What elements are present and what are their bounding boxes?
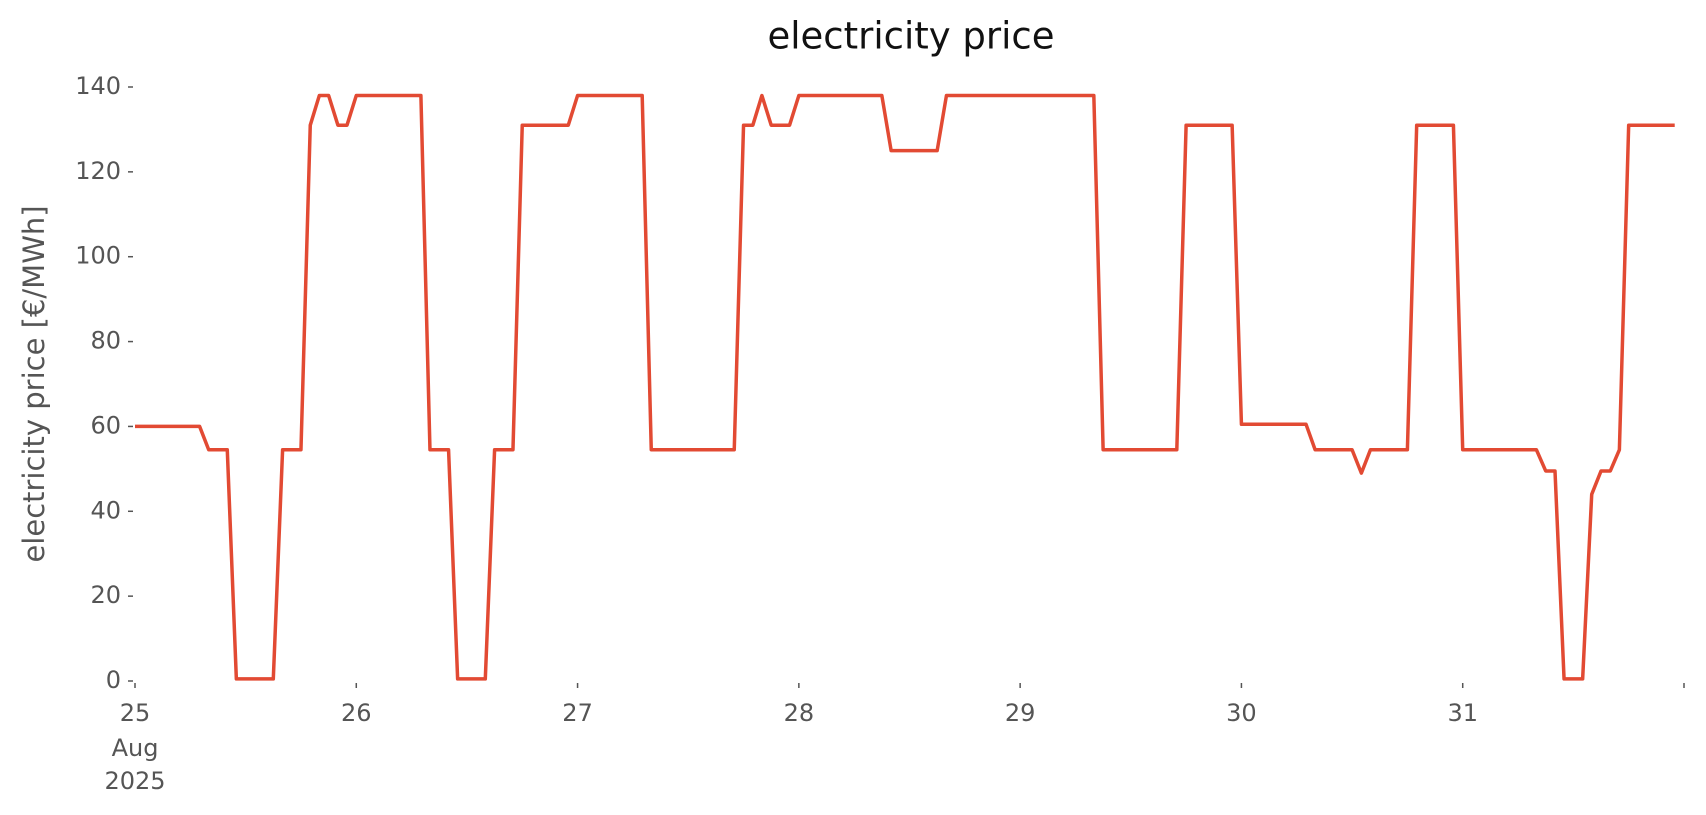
y-tick-label: 20: [90, 581, 121, 609]
x-tick-label: 30: [1226, 699, 1257, 727]
x-tick-label: 28: [784, 699, 815, 727]
y-tick-label: 0: [106, 666, 121, 694]
x-tick-label: 29: [1005, 699, 1036, 727]
y-tick-label: 60: [90, 411, 121, 439]
y-tick-label: 40: [90, 496, 121, 524]
x-tick-label: 31: [1447, 699, 1478, 727]
x-tick-label: 25: [120, 699, 151, 727]
y-tick-label: 80: [90, 327, 121, 355]
x-tick-label: 26: [341, 699, 372, 727]
y-tick-label: 140: [75, 72, 121, 100]
x-tick-sublabel: 2025: [104, 767, 165, 795]
x-tick-label: 27: [562, 699, 593, 727]
price-line: [135, 93, 1675, 681]
y-axis-label: electricity price [€/MWh]: [17, 205, 51, 562]
x-tick-sublabel: Aug: [112, 734, 159, 762]
y-tick-label: 120: [75, 157, 121, 185]
y-tick-label: 100: [75, 242, 121, 270]
chart-title: electricity price: [767, 15, 1054, 58]
